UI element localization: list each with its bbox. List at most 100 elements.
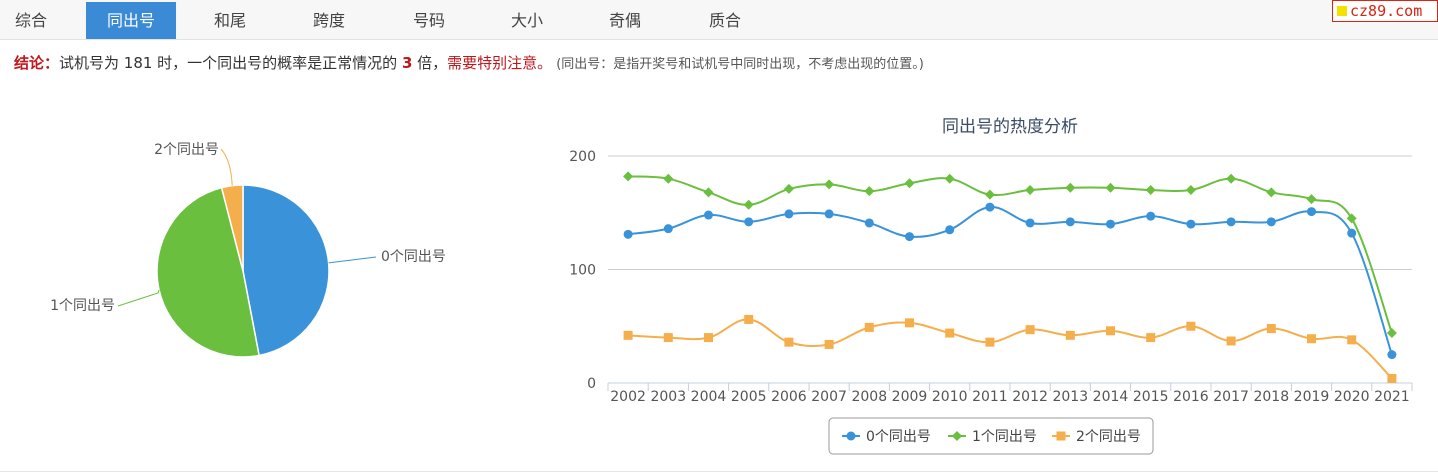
series-0-point-1[interactable] bbox=[663, 224, 673, 234]
tab-same-number[interactable]: 同出号 bbox=[86, 2, 176, 39]
series-1-point-10[interactable] bbox=[1025, 185, 1036, 196]
series-0-point-15[interactable] bbox=[1226, 217, 1236, 227]
series-0-point-16[interactable] bbox=[1266, 217, 1276, 227]
conclusion-label: 结论： bbox=[14, 54, 60, 72]
tab-bar: 综合 同出号 和尾 跨度 号码 大小 奇偶 质合 bbox=[0, 0, 1438, 40]
series-1-point-3[interactable] bbox=[743, 199, 754, 210]
chart-legend: 0个同出号 1个同出号 2个同出号 bbox=[828, 417, 1154, 455]
series-0-point-12[interactable] bbox=[1106, 219, 1115, 229]
series-2-point-17[interactable] bbox=[1307, 334, 1316, 344]
series-1-point-19[interactable] bbox=[1386, 328, 1397, 339]
legend-box bbox=[828, 417, 1154, 455]
pie-slice-0[interactable] bbox=[242, 184, 330, 357]
pie-slice-2[interactable] bbox=[220, 184, 244, 272]
series-1-point-16[interactable] bbox=[1266, 187, 1277, 198]
series-0-point-14[interactable] bbox=[1186, 219, 1196, 229]
series-1-point-8[interactable] bbox=[944, 173, 955, 184]
x-tick-label-17: 2019 bbox=[1294, 389, 1330, 405]
bottom-divider bbox=[0, 471, 1438, 472]
series-0-point-0[interactable] bbox=[623, 229, 633, 239]
series-0-point-10[interactable] bbox=[1025, 218, 1035, 228]
x-tick-label-10: 2012 bbox=[1012, 389, 1048, 405]
x-tick-label-18: 2020 bbox=[1334, 389, 1370, 405]
series-0-point-2[interactable] bbox=[704, 210, 713, 220]
legend-label-1[interactable]: 1个同出号 bbox=[972, 429, 1037, 445]
series-0-point-11[interactable] bbox=[1065, 217, 1075, 227]
tab-number[interactable]: 号码 bbox=[412, 11, 445, 30]
series-1-point-18[interactable] bbox=[1346, 213, 1357, 224]
pie-slice-1[interactable] bbox=[156, 186, 260, 358]
y-tick-label-2: 200 bbox=[569, 149, 596, 165]
x-tick-label-14: 2016 bbox=[1173, 389, 1209, 405]
series-2-point-4[interactable] bbox=[784, 337, 794, 347]
series-0-point-6[interactable] bbox=[864, 218, 874, 228]
series-0-point-13[interactable] bbox=[1146, 211, 1156, 221]
series-2-point-7[interactable] bbox=[905, 318, 914, 328]
tab-odd-even[interactable]: 奇偶 bbox=[608, 11, 641, 30]
series-2-point-16[interactable] bbox=[1266, 324, 1276, 334]
series-1-point-6[interactable] bbox=[864, 186, 875, 197]
series-2-point-12[interactable] bbox=[1106, 326, 1115, 336]
x-tick-label-2: 2004 bbox=[691, 389, 727, 405]
series-2-point-10[interactable] bbox=[1025, 325, 1035, 335]
series-1-point-12[interactable] bbox=[1105, 182, 1116, 193]
series-0-point-4[interactable] bbox=[784, 209, 794, 219]
legend-label-0[interactable]: 0个同出号 bbox=[866, 429, 931, 445]
x-tick-label-7: 2009 bbox=[892, 389, 928, 405]
series-2-point-1[interactable] bbox=[663, 333, 673, 343]
tab-size[interactable]: 大小 bbox=[510, 11, 543, 30]
series-line-1 bbox=[628, 175, 1393, 334]
series-2-point-3[interactable] bbox=[744, 314, 754, 324]
series-1-point-1[interactable] bbox=[663, 173, 674, 184]
series-0-point-18[interactable] bbox=[1347, 228, 1357, 238]
series-2-point-15[interactable] bbox=[1226, 336, 1236, 346]
series-0-point-5[interactable] bbox=[824, 209, 834, 219]
series-1-point-0[interactable] bbox=[623, 171, 634, 182]
x-tick-label-19: 2021 bbox=[1374, 389, 1410, 405]
legend-marker-2 bbox=[1056, 431, 1066, 441]
series-1-point-15[interactable] bbox=[1226, 173, 1237, 184]
series-0-point-7[interactable] bbox=[905, 232, 914, 242]
conclusion-note: (同出号：是指开奖号和试机号中同时出现，不考虑出现的位置。) bbox=[556, 57, 924, 72]
series-1-point-13[interactable] bbox=[1145, 185, 1156, 196]
y-tick-label-1: 100 bbox=[569, 263, 596, 279]
series-2-point-5[interactable] bbox=[824, 339, 834, 349]
line-chart-title: 同出号的热度分析 bbox=[942, 117, 1078, 137]
tab-prime-composite[interactable]: 质合 bbox=[708, 11, 741, 30]
series-1-point-9[interactable] bbox=[984, 189, 995, 200]
tab-sum-tail[interactable]: 和尾 bbox=[213, 11, 246, 30]
series-0-point-17[interactable] bbox=[1307, 207, 1316, 217]
pie-chart: 0个同出号 1个同出号 2个同出号 bbox=[50, 142, 446, 358]
series-2-point-19[interactable] bbox=[1387, 373, 1397, 383]
conclusion-warning: 需要特别注意。 bbox=[447, 54, 553, 72]
series-1-point-14[interactable] bbox=[1185, 185, 1196, 196]
series-0-point-9[interactable] bbox=[985, 202, 995, 212]
series-2-point-6[interactable] bbox=[864, 322, 874, 332]
series-0-point-19[interactable] bbox=[1387, 350, 1397, 360]
brand-logo[interactable]: cz89.com bbox=[1332, 0, 1438, 22]
series-1-point-17[interactable] bbox=[1306, 194, 1317, 205]
series-2-point-2[interactable] bbox=[704, 333, 713, 343]
series-2-point-8[interactable] bbox=[945, 328, 955, 338]
series-2-point-9[interactable] bbox=[985, 337, 995, 347]
pie-label-1: 1个同出号 bbox=[50, 298, 115, 314]
series-1-point-5[interactable] bbox=[824, 179, 835, 190]
series-1-point-11[interactable] bbox=[1065, 182, 1076, 193]
series-0-point-3[interactable] bbox=[744, 217, 754, 227]
series-2-point-18[interactable] bbox=[1347, 335, 1357, 345]
series-1-point-4[interactable] bbox=[783, 183, 794, 194]
series-2-point-14[interactable] bbox=[1186, 321, 1196, 331]
legend-label-2[interactable]: 2个同出号 bbox=[1076, 429, 1141, 445]
series-line-0 bbox=[627, 206, 1393, 355]
series-2-point-0[interactable] bbox=[623, 330, 633, 340]
series-1-point-2[interactable] bbox=[703, 187, 714, 198]
conclusion-line: 结论：试机号为 181 时，一个同出号的概率是正常情况的 3 倍，需要特别注意。… bbox=[14, 52, 924, 73]
tab-span[interactable]: 跨度 bbox=[312, 11, 345, 30]
series-2-point-11[interactable] bbox=[1065, 330, 1075, 340]
tab-overview[interactable]: 综合 bbox=[14, 11, 47, 30]
series-0-point-8[interactable] bbox=[945, 225, 955, 235]
series-2-point-13[interactable] bbox=[1146, 333, 1156, 343]
pie-label-line-2 bbox=[220, 148, 233, 186]
series-1-point-7[interactable] bbox=[904, 178, 915, 189]
